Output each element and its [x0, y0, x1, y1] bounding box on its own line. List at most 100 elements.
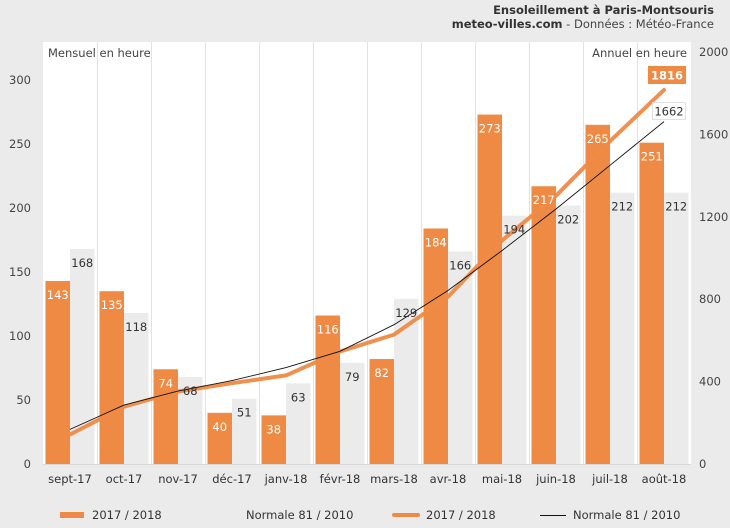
y-right-tick-label: 400 [699, 375, 721, 389]
bar-label-current: 217 [533, 193, 555, 207]
legend-swatch-current-bar [60, 512, 84, 518]
x-tick-label: août-18 [642, 472, 687, 486]
bar-normal [556, 205, 581, 464]
x-axis-labels: sept-17 oct-17 nov-17 déc-17 janv-18 févr-18 m… [48, 472, 686, 486]
bar-current [153, 369, 178, 464]
bar-current [369, 359, 394, 464]
bar-label-current: 184 [425, 235, 447, 249]
y-right-tick-label: 1600 [699, 127, 728, 141]
bar-current [207, 412, 232, 464]
bar-current [639, 142, 664, 464]
x-tick-label: juin-18 [535, 472, 576, 486]
cumulative-lines [68, 87, 666, 437]
legend-item-current-bar[interactable]: 2017 / 2018 [60, 505, 162, 525]
bar-label-normal: 79 [345, 370, 360, 384]
bar-normal [232, 398, 257, 464]
legend-label: Normale 81 / 2010 [573, 508, 681, 522]
y-left-tick-label: 250 [9, 137, 31, 151]
line-current-cumulative [68, 87, 666, 437]
end-label-current-box [648, 66, 686, 84]
y-left-tick-label: 200 [9, 201, 31, 215]
y-left-tick-label: 150 [9, 265, 31, 279]
y-right-tick-label: 1200 [699, 210, 728, 224]
legend-label: Normale 81 / 2010 [246, 508, 354, 522]
bar-label-normal: 118 [125, 320, 147, 334]
x-tick-label: janv-18 [264, 472, 308, 486]
bar-current [261, 415, 286, 464]
bar-normal [502, 215, 527, 464]
bar-label-normal: 212 [611, 200, 633, 214]
bar-current [531, 186, 556, 465]
legend: 2017 / 2018 Normale 81 / 2010 2017 / 201… [0, 505, 730, 525]
bar-label-normal: 168 [71, 256, 93, 270]
bar-label-normal: 129 [395, 306, 417, 320]
bar-label-current: 74 [158, 376, 173, 390]
bar-label-current: 273 [479, 122, 501, 136]
x-tick-label: juil-18 [591, 472, 628, 486]
bar-label-normal: 63 [291, 390, 306, 404]
x-tick-label: déc-17 [212, 472, 251, 486]
bar-label-current: 265 [587, 132, 609, 146]
right-axis-ticks: 0 400 800 1200 1600 2000 [699, 45, 728, 471]
bar-label-current: 40 [212, 420, 227, 434]
chart-header: Ensoleillement à Paris-Montsouris meteo-… [452, 3, 714, 31]
line-normal-cumulative [69, 121, 665, 430]
y-right-tick-label: 2000 [699, 45, 728, 59]
bar-label-normal: 166 [449, 259, 471, 273]
bar-normal [664, 192, 689, 464]
legend-label: 2017 / 2018 [426, 508, 496, 522]
bar-normal [610, 192, 635, 464]
x-tick-label: févr-18 [320, 472, 361, 486]
bar-label-current: 116 [317, 323, 339, 337]
chart-title: Ensoleillement à Paris-Montsouris [493, 3, 714, 17]
site-name: meteo-villes.com [451, 17, 563, 31]
legend-label: 2017 / 2018 [92, 508, 162, 522]
data-source: - Données : Météo-France [562, 17, 714, 31]
end-label-normal-box [652, 102, 686, 120]
chart-subtitle: meteo-villes.com - Données : Météo-Franc… [452, 17, 714, 31]
bar-label-current: 38 [266, 422, 281, 436]
legend-swatch-current-line [392, 513, 420, 517]
bar-label-normal: 51 [237, 406, 252, 420]
bar-current [423, 228, 448, 464]
end-labels: 1816 1662 [648, 66, 686, 120]
bar-label-current: 135 [101, 298, 123, 312]
bar-normal [286, 383, 311, 464]
x-tick-label: mai-18 [482, 472, 522, 486]
legend-item-current-line[interactable]: 2017 / 2018 [392, 505, 496, 525]
bar-label-current: 143 [47, 288, 69, 302]
bar-label-normal: 68 [183, 384, 198, 398]
end-label-current: 1816 [651, 69, 683, 83]
bar-normal [124, 312, 149, 464]
bar-label-current: 82 [374, 366, 389, 380]
y-left-tick-label: 100 [9, 329, 31, 343]
bar-label-current: 251 [641, 150, 663, 164]
legend-swatch-normal-bar [214, 512, 238, 518]
y-right-tick-label: 0 [699, 457, 706, 471]
left-axis-ticks: 0 50 100 150 200 250 300 [9, 73, 31, 471]
x-tick-label: avr-18 [430, 472, 467, 486]
y-left-tick-label: 300 [9, 73, 31, 87]
y-left-tick-label: 0 [24, 457, 31, 471]
legend-item-normal-bar[interactable]: Normale 81 / 2010 [214, 505, 353, 525]
bar-current [45, 280, 70, 464]
bar-current [99, 291, 124, 464]
bar-normal [340, 362, 365, 464]
y-left-tick-label: 50 [16, 393, 31, 407]
bars [45, 114, 689, 465]
bar-label-normal: 212 [665, 200, 687, 214]
bar-label-normal: 194 [503, 223, 525, 237]
y-right-tick-label: 800 [699, 292, 721, 306]
end-label-normal: 1662 [654, 105, 683, 119]
bar-label-normal: 202 [557, 212, 579, 226]
legend-swatch-normal-line [540, 514, 566, 516]
bar-current [315, 315, 340, 464]
right-axis-title: Annuel en heure [592, 46, 687, 60]
x-tick-label: mars-18 [370, 472, 418, 486]
bar-current [477, 114, 502, 464]
x-tick-label: nov-17 [158, 472, 198, 486]
legend-item-normal-line[interactable]: Normale 81 / 2010 [540, 505, 680, 525]
x-tick-label: oct-17 [106, 472, 143, 486]
